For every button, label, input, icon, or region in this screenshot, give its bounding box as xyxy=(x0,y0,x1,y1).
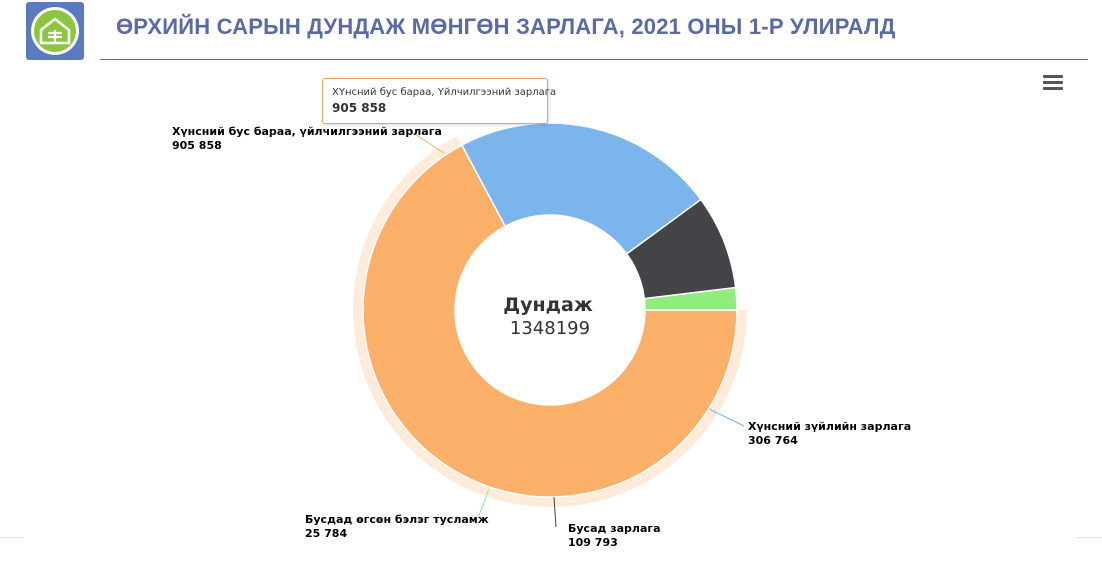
center-value: 1348199 xyxy=(510,318,590,339)
tooltip-value: 905 858 xyxy=(332,101,387,115)
slice-label-name: Бусад зарлага xyxy=(568,522,661,535)
pie-slice[interactable] xyxy=(362,144,738,498)
ger-logo-icon xyxy=(26,2,84,60)
donut-hole xyxy=(455,215,645,405)
edge-divider-left xyxy=(0,537,24,538)
center-title: Дундаж xyxy=(503,294,593,316)
slice-label-value: 306 764 xyxy=(748,434,798,447)
page-title: ӨРХИЙН САРЫН ДУНДАЖ МӨНГӨН ЗАРЛАГА, 2021… xyxy=(116,14,896,39)
slice-label-value: 25 784 xyxy=(305,527,347,540)
slice-tooltip: ХҮнсний бус бараа, Үйлчилгээний зарлага … xyxy=(322,78,557,124)
label-connector xyxy=(477,488,490,519)
edge-divider-right xyxy=(1076,537,1102,538)
title-divider xyxy=(100,59,1088,60)
slice-label-value: 905 858 xyxy=(172,139,222,152)
slice-label-value: 109 793 xyxy=(568,536,618,549)
slice-label-name: Хүнсний зүйлийн зарлага xyxy=(748,420,911,433)
hamburger-menu-icon[interactable] xyxy=(1043,75,1063,93)
slice-label-name: Бусдад өгсөн бэлэг тусламж xyxy=(305,513,489,526)
label-connector xyxy=(708,408,745,427)
label-connector xyxy=(553,496,557,528)
label-connector xyxy=(409,130,445,154)
slice-label-name: Хүнсний бус бараа, үйлчилгээний зарлага xyxy=(172,125,442,138)
tooltip-name: ХҮнсний бус бараа, Үйлчилгээний зарлага xyxy=(332,87,557,98)
